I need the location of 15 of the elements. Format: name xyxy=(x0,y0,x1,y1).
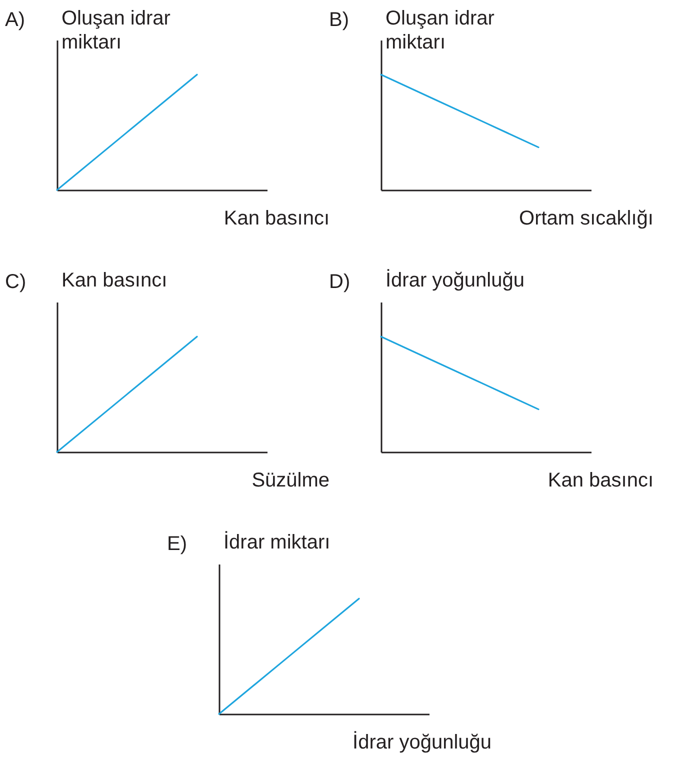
chart-title: B) xyxy=(329,9,349,31)
chart-title: A) xyxy=(5,9,25,31)
chart-title: C) xyxy=(5,271,26,293)
x-axis-title: Kan basıncı xyxy=(548,470,654,492)
y-axis-title: Kan basıncı xyxy=(62,270,168,292)
chart-title: D) xyxy=(329,271,350,293)
x-axis-title: Süzülme xyxy=(252,470,330,492)
y-axis-title: Oluşan idrar miktarı xyxy=(386,8,495,54)
x-axis-title: Kan basıncı xyxy=(224,208,330,230)
x-axis-title: İdrar yoğunluğu xyxy=(352,730,492,754)
y-axis-title: İdrar miktarı xyxy=(224,530,330,554)
x-axis-title: Ortam sıcaklığı xyxy=(519,208,654,230)
y-axis-title: İdrar yoğunluğu xyxy=(386,268,524,292)
y-axis-title: Oluşan idrar miktarı xyxy=(62,8,171,54)
chart-title: E) xyxy=(167,533,187,555)
